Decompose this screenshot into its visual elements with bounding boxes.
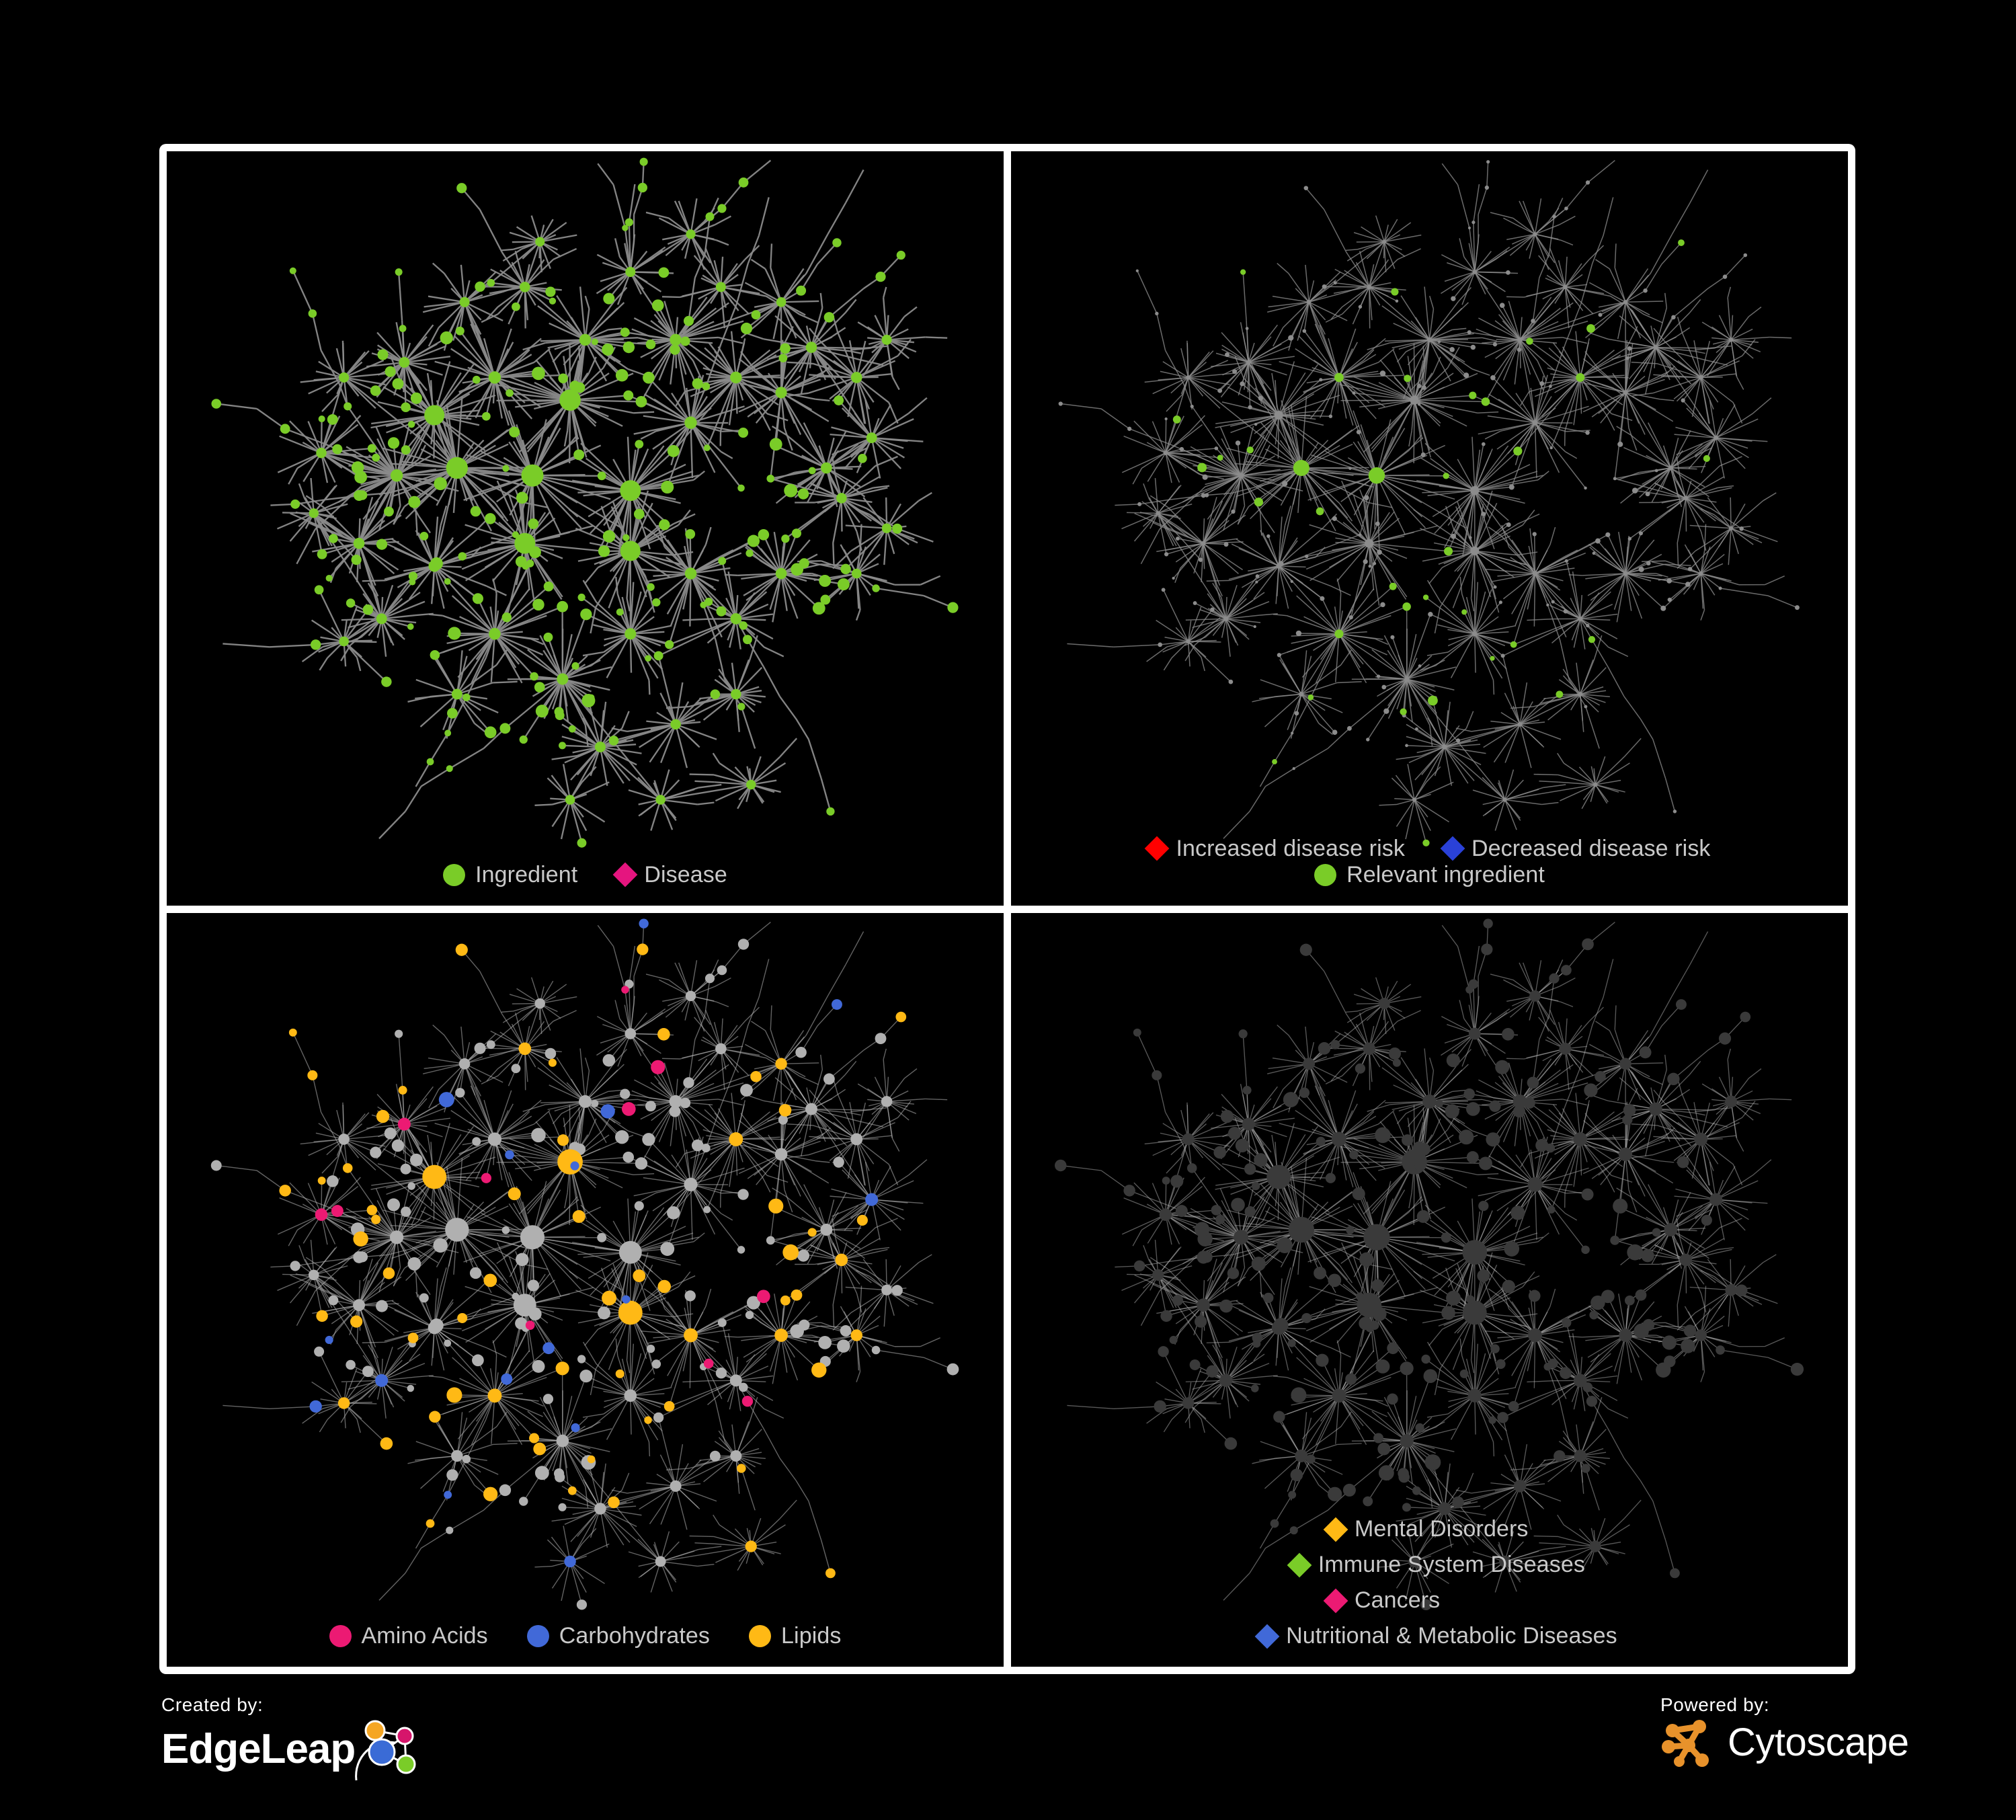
legend-label: Decreased disease risk <box>1471 835 1711 861</box>
cytoscape-branding: Powered by: Cytoscape <box>1660 1694 1963 1788</box>
legend-item[interactable]: Relevant ingredient <box>1314 862 1545 888</box>
legend-label: Carbohydrates <box>559 1623 711 1649</box>
network-graph <box>1055 912 1804 1610</box>
legend-label: Disease <box>644 861 727 887</box>
legend-ingredient-disease: Ingredient Disease <box>167 862 1004 888</box>
legend-item[interactable]: Disease <box>612 861 727 888</box>
legend-item[interactable]: Nutritional & Metabolic Diseases <box>1254 1623 1617 1649</box>
legend-label: Mental Disorders <box>1354 1516 1529 1542</box>
legend-label: Amino Acids <box>361 1623 488 1649</box>
legend-label: Lipids <box>781 1623 842 1649</box>
legend-ingredient-class: Amino Acids Carbohydrates Lipids <box>167 1623 1004 1649</box>
legend-label: Ingredient <box>475 861 578 887</box>
legend-item[interactable]: Lipids <box>749 1623 841 1649</box>
legend-item[interactable]: Increased disease risk <box>1145 835 1405 862</box>
created-by-label: Created by: <box>161 1694 264 1715</box>
carbohydrates-marker-icon <box>526 1625 549 1647</box>
legend-label: Relevant ingredient <box>1346 861 1545 887</box>
edgeleap-branding: Created by: EdgeLeap <box>161 1694 444 1795</box>
ingredient-marker-icon <box>443 863 466 886</box>
legend-item[interactable]: Immune System Diseases <box>1287 1552 1585 1578</box>
legend-label: Nutritional & Metabolic Diseases <box>1286 1623 1617 1649</box>
legend-item[interactable]: Ingredient <box>443 862 577 888</box>
legend-item[interactable]: Cancers <box>1323 1587 1549 1614</box>
legend-label: Increased disease risk <box>1176 835 1405 861</box>
panel-ingredient-disease[interactable]: Ingredient Disease <box>167 151 1004 906</box>
mental-disorders-marker-icon <box>1323 1517 1348 1542</box>
legend-label: Immune System Diseases <box>1318 1552 1585 1577</box>
legend-item[interactable]: Mental Disorders <box>1323 1516 1549 1542</box>
amino-acids-marker-icon <box>329 1625 352 1647</box>
lipids-marker-icon <box>749 1625 772 1647</box>
decreased-risk-marker-icon <box>1440 836 1465 861</box>
legend-item[interactable]: Decreased disease risk <box>1440 835 1711 862</box>
cancers-marker-icon <box>1323 1588 1348 1613</box>
immune-system-diseases-marker-icon <box>1287 1552 1312 1577</box>
panel-disease-risk[interactable]: Increased disease risk Decreased disease… <box>1011 151 1848 906</box>
legend-disease-category: Mental Disorders Immune System Diseases … <box>1145 1516 1731 1649</box>
network-graph <box>211 151 959 848</box>
edgeleap-wordmark: EdgeLeap <box>161 1726 356 1772</box>
panel-ingredient-class[interactable]: Amino Acids Carbohydrates Lipids <box>167 912 1004 1667</box>
cytoscape-logo-icon <box>1662 1720 1709 1767</box>
legend-item[interactable]: Carbohydrates <box>526 1623 711 1649</box>
legend-disease-risk: Increased disease risk Decreased disease… <box>1011 836 1848 888</box>
figure-frame: Ingredient Disease Increased disease ris… <box>159 144 1855 1674</box>
network-canvas-disease-category[interactable] <box>1011 912 1848 1667</box>
nutritional-metabolic-diseases-marker-icon <box>1254 1624 1280 1649</box>
disease-marker-icon <box>612 862 638 887</box>
cytoscape-wordmark: Cytoscape <box>1728 1720 1909 1764</box>
legend-item[interactable]: Amino Acids <box>329 1623 488 1649</box>
edgeleap-logo-icon <box>355 1720 416 1781</box>
network-canvas-ingredient-disease[interactable] <box>167 151 1004 906</box>
increased-risk-marker-icon <box>1145 836 1170 861</box>
network-graph <box>1058 151 1800 846</box>
legend-label: Cancers <box>1354 1587 1441 1613</box>
network-graph <box>210 912 959 1610</box>
network-canvas-disease-risk[interactable] <box>1011 151 1848 906</box>
network-canvas-ingredient-class[interactable] <box>167 912 1004 1667</box>
relevant-ingredient-marker-icon <box>1314 863 1337 886</box>
panel-disease-category[interactable]: Mental Disorders Immune System Diseases … <box>1011 912 1848 1667</box>
powered-by-label: Powered by: <box>1660 1694 1770 1715</box>
